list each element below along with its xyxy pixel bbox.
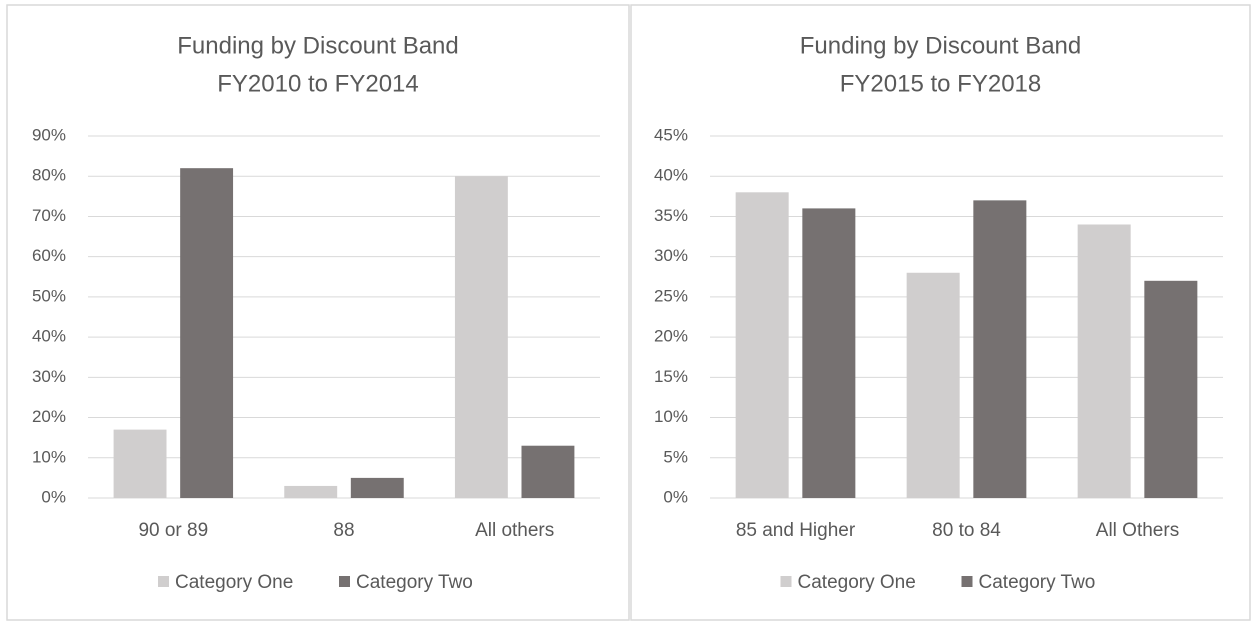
bar xyxy=(284,485,338,498)
x-tick-label: All Others xyxy=(1096,520,1179,541)
legend-swatch xyxy=(339,576,350,587)
bar xyxy=(113,429,167,498)
bar xyxy=(735,192,789,499)
y-tick-label: 0% xyxy=(41,487,66,506)
legend-label: Category Two xyxy=(979,572,1096,593)
bar xyxy=(350,477,404,498)
y-tick-label: 20% xyxy=(32,407,66,426)
y-tick-label: 15% xyxy=(654,367,688,386)
x-tick-label: 85 and Higher xyxy=(736,520,856,541)
legend-swatch xyxy=(961,576,973,587)
y-tick-label: 30% xyxy=(32,367,66,386)
panel-border xyxy=(630,4,1251,621)
y-tick-label: 40% xyxy=(32,327,66,346)
bar xyxy=(802,208,856,498)
y-tick-label: 25% xyxy=(654,286,688,305)
y-tick-label: 50% xyxy=(32,286,66,305)
y-tick-label: 70% xyxy=(32,206,66,225)
x-tick-label: 80 to 84 xyxy=(932,520,1001,541)
y-tick-label: 30% xyxy=(654,246,688,265)
y-tick-label: 60% xyxy=(32,246,66,265)
legend-label: Category Two xyxy=(356,572,473,593)
y-tick-label: 35% xyxy=(654,206,688,225)
chart-title: Funding by Discount Band xyxy=(177,32,459,59)
panel-border xyxy=(6,4,630,621)
chart-subtitle: FY2010 to FY2014 xyxy=(217,70,418,97)
y-tick-label: 5% xyxy=(663,447,688,466)
bar xyxy=(521,445,575,498)
y-tick-label: 0% xyxy=(663,487,688,506)
legend-swatch xyxy=(158,576,169,587)
y-tick-label: 45% xyxy=(654,125,688,144)
bar xyxy=(1077,224,1131,498)
bar xyxy=(454,176,508,498)
legend-label: Category One xyxy=(175,572,293,593)
bar xyxy=(1144,280,1198,498)
y-tick-label: 10% xyxy=(654,407,688,426)
bar xyxy=(180,168,234,498)
x-tick-label: All others xyxy=(475,520,554,541)
bar xyxy=(973,200,1027,498)
y-tick-label: 40% xyxy=(654,166,688,185)
y-tick-label: 10% xyxy=(32,447,66,466)
y-tick-label: 80% xyxy=(32,166,66,185)
legend-label: Category One xyxy=(798,572,916,593)
chart-subtitle: FY2015 to FY2018 xyxy=(840,70,1041,97)
bar xyxy=(906,272,960,498)
chart-title: Funding by Discount Band xyxy=(800,32,1082,59)
x-tick-label: 88 xyxy=(333,520,354,541)
y-tick-label: 90% xyxy=(32,125,66,144)
legend-swatch xyxy=(780,576,792,587)
x-tick-label: 90 or 89 xyxy=(138,520,208,541)
y-tick-label: 20% xyxy=(654,327,688,346)
